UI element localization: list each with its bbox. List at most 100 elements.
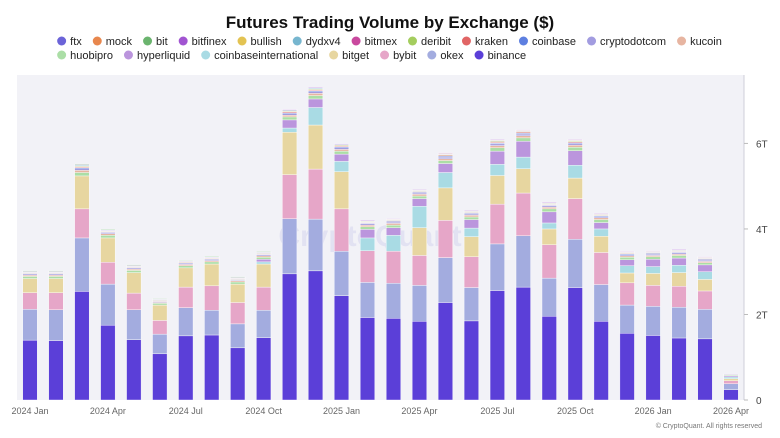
- legend-item-bitmex[interactable]: bitmex: [351, 36, 398, 48]
- bar-bitget-2024-08[interactable]: [204, 263, 220, 287]
- bar-bit-2024-03[interactable]: [74, 163, 90, 165]
- bar-hyperliquid-2025-02[interactable]: [360, 229, 375, 239]
- bar-bit-2024-09[interactable]: [230, 276, 246, 278]
- bar-bitget-2024-03[interactable]: [74, 175, 90, 210]
- bar-okex-2025-11[interactable]: [593, 284, 609, 322]
- bar-bitget-2025-06[interactable]: [463, 236, 479, 257]
- bar-binance-2026-03[interactable]: [697, 338, 713, 401]
- bar-okex-2025-05[interactable]: [437, 257, 453, 303]
- legend-item-huobipro[interactable]: huobipro: [57, 50, 113, 62]
- bar-bitfinex-2025-10[interactable]: [567, 138, 583, 140]
- bar-binance-2025-01[interactable]: [334, 295, 350, 401]
- bar-binance-2025-05[interactable]: [437, 302, 453, 401]
- bar-bybit-2025-12[interactable]: [619, 282, 635, 306]
- bar-okex-2024-09[interactable]: [230, 323, 246, 349]
- bar-bitfinex-2025-05[interactable]: [437, 152, 453, 154]
- bar-bitget-2026-02[interactable]: [671, 272, 687, 287]
- bar-bybit-2025-09[interactable]: [541, 244, 557, 279]
- legend-item-coinbase[interactable]: coinbase: [518, 36, 576, 48]
- bar-bitget-2025-08[interactable]: [515, 168, 531, 194]
- bar-huobipro-2024-02[interactable]: [48, 276, 64, 279]
- bar-coinbaseinternational-2026-02[interactable]: [671, 265, 687, 273]
- bar-bitget-2025-12[interactable]: [619, 272, 635, 284]
- legend-item-ftx[interactable]: ftx: [57, 36, 82, 48]
- bar-hyperliquid-2025-10[interactable]: [567, 150, 583, 166]
- bar-okex-2024-08[interactable]: [204, 310, 220, 336]
- bar-cryptodotcom-2024-03[interactable]: [74, 168, 90, 171]
- bar-hyperliquid-2025-03[interactable]: [386, 227, 401, 236]
- bar-bit-2024-04[interactable]: [100, 229, 116, 231]
- bar-okex-2026-01[interactable]: [645, 306, 661, 336]
- bar-bybit-2025-03[interactable]: [386, 250, 401, 284]
- bar-bybit-2024-01[interactable]: [22, 292, 38, 310]
- bar-kucoin-2024-04[interactable]: [100, 233, 116, 236]
- bar-cryptodotcom-2025-07[interactable]: [489, 143, 505, 146]
- bar-huobipro-2024-07[interactable]: [178, 265, 194, 269]
- bar-bitget-2025-09[interactable]: [541, 228, 557, 245]
- bar-coinbaseinternational-2025-10[interactable]: [567, 165, 583, 179]
- bar-hyperliquid-2024-12[interactable]: [308, 98, 324, 108]
- bar-okex-2025-02[interactable]: [360, 282, 375, 318]
- bar-okex-2026-04[interactable]: [723, 383, 739, 390]
- bar-hyperliquid-2024-11[interactable]: [282, 119, 298, 129]
- bar-coinbaseinternational-2025-11[interactable]: [593, 228, 609, 237]
- bar-okex-2024-02[interactable]: [48, 309, 64, 341]
- bar-kucoin-2024-03[interactable]: [74, 170, 90, 173]
- bar-coinbaseinternational-2025-09[interactable]: [541, 222, 557, 230]
- bar-kucoin-2026-03[interactable]: [697, 261, 713, 263]
- bar-binance-2025-08[interactable]: [515, 286, 531, 401]
- bar-hyperliquid-2026-02[interactable]: [671, 257, 687, 266]
- bar-bybit-2025-07[interactable]: [489, 203, 505, 245]
- legend-item-cryptodotcom[interactable]: cryptodotcom: [587, 36, 666, 48]
- bar-bitfinex-2026-02[interactable]: [671, 249, 687, 251]
- bar-bitget-2024-12[interactable]: [308, 124, 324, 170]
- bar-coinbaseinternational-2026-01[interactable]: [645, 266, 661, 274]
- bar-binance-2025-10[interactable]: [567, 287, 583, 401]
- bar-huobipro-2025-06[interactable]: [463, 216, 479, 220]
- bar-bitget-2025-01[interactable]: [334, 171, 350, 210]
- bar-okex-2024-12[interactable]: [308, 218, 324, 272]
- bar-huobipro-2025-09[interactable]: [541, 208, 557, 213]
- bar-bitfinex-2025-04[interactable]: [411, 189, 427, 191]
- bar-binance-2025-07[interactable]: [489, 290, 505, 401]
- legend-item-bit[interactable]: bit: [143, 36, 168, 48]
- bar-bitget-2024-11[interactable]: [282, 132, 298, 175]
- bar-bybit-2025-02[interactable]: [360, 250, 375, 283]
- bar-bit-2024-06[interactable]: [152, 298, 168, 300]
- bar-huobipro-2025-02[interactable]: [360, 226, 375, 230]
- bar-okex-2024-11[interactable]: [282, 218, 298, 275]
- bar-okex-2025-01[interactable]: [334, 250, 350, 296]
- bar-huobipro-2024-03[interactable]: [74, 172, 90, 177]
- bar-huobipro-2025-01[interactable]: [334, 150, 350, 155]
- bar-bitget-2024-01[interactable]: [22, 278, 38, 293]
- bar-huobipro-2024-05[interactable]: [126, 270, 142, 273]
- bar-kucoin-2025-11[interactable]: [593, 217, 609, 220]
- bar-binance-2025-09[interactable]: [541, 315, 557, 401]
- bar-bybit-2024-08[interactable]: [204, 285, 220, 311]
- bar-binance-2025-02[interactable]: [360, 317, 375, 401]
- bar-okex-2025-10[interactable]: [567, 239, 583, 288]
- bar-huobipro-2024-12[interactable]: [308, 95, 324, 100]
- bar-okex-2025-03[interactable]: [386, 283, 401, 319]
- legend-item-kucoin[interactable]: kucoin: [677, 36, 722, 48]
- bar-bybit-2026-03[interactable]: [697, 290, 713, 310]
- bar-bitfinex-2025-01[interactable]: [334, 143, 350, 145]
- bar-huobipro-2026-01[interactable]: [645, 256, 661, 260]
- bar-huobipro-2024-08[interactable]: [204, 261, 220, 265]
- bar-bitget-2024-10[interactable]: [256, 263, 272, 288]
- bar-okex-2025-07[interactable]: [489, 243, 505, 291]
- bar-bybit-2025-10[interactable]: [567, 198, 583, 240]
- bar-cryptodotcom-2025-01[interactable]: [334, 147, 350, 150]
- bar-hyperliquid-2025-12[interactable]: [619, 259, 635, 266]
- bar-okex-2026-03[interactable]: [697, 309, 713, 340]
- bar-coinbaseinternational-2025-04[interactable]: [411, 206, 427, 228]
- bar-bit-2024-07[interactable]: [178, 259, 194, 261]
- bar-huobipro-2025-07[interactable]: [489, 147, 505, 152]
- bar-binance-2026-04[interactable]: [723, 389, 739, 401]
- bar-cryptodotcom-2025-10[interactable]: [567, 143, 583, 146]
- bar-binance-2024-07[interactable]: [178, 335, 194, 401]
- bar-bybit-2024-07[interactable]: [178, 286, 194, 308]
- bar-huobipro-2026-02[interactable]: [671, 255, 687, 259]
- bar-hyperliquid-2025-08[interactable]: [515, 141, 531, 158]
- legend-item-bybit[interactable]: bybit: [380, 50, 416, 62]
